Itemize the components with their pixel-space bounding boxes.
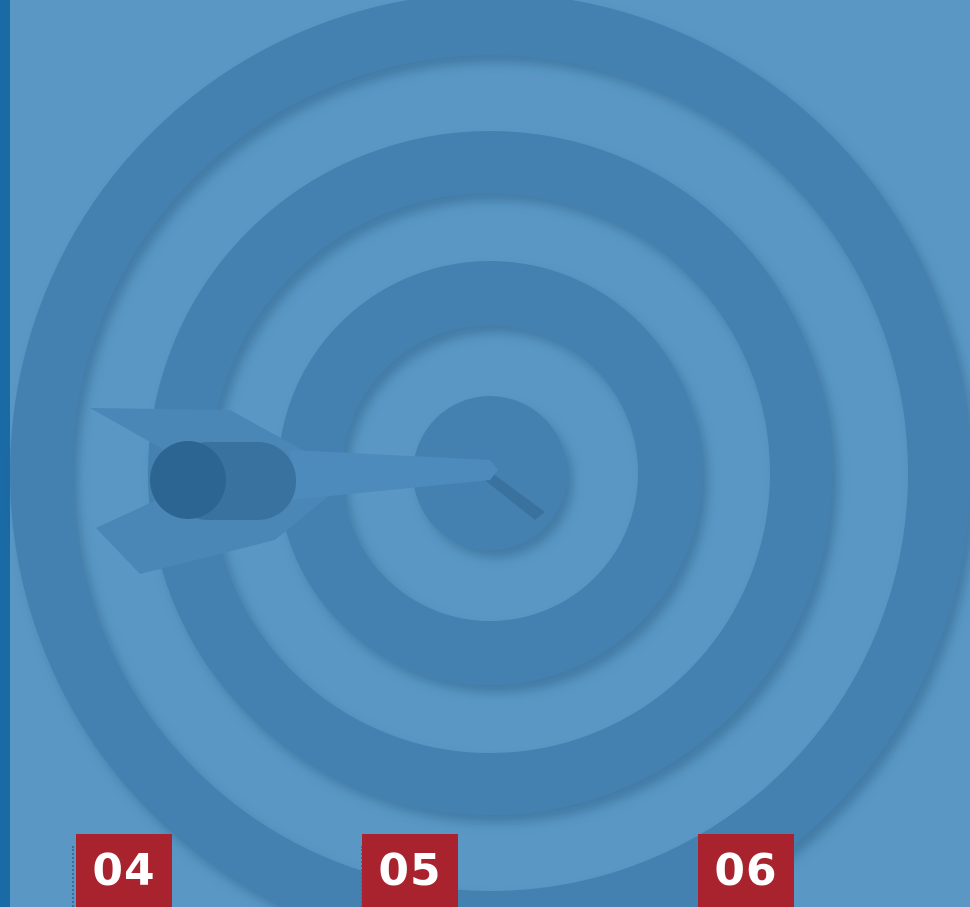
step-number: 06 <box>698 834 794 907</box>
dotted-divider <box>72 846 74 907</box>
left-accent-bar <box>0 0 10 907</box>
dartboard-background <box>0 0 970 907</box>
step-number: 04 <box>76 834 172 907</box>
step-number: 05 <box>362 834 458 907</box>
page: 04 05 06 (() => { const data = JSON.pars… <box>0 0 970 907</box>
